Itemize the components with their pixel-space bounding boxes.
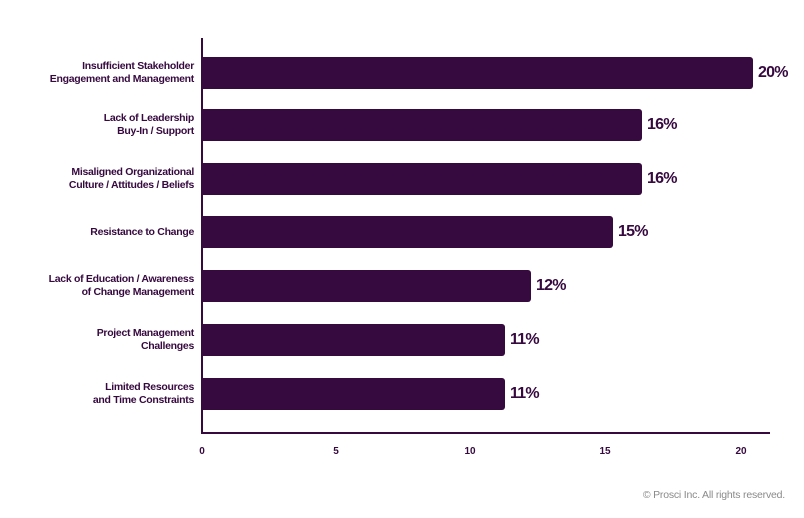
x-axis-line [201, 432, 770, 434]
bar [203, 324, 505, 356]
bar [203, 378, 505, 410]
bar [203, 216, 613, 248]
x-tick: 15 [599, 446, 611, 457]
value-label: 16% [647, 170, 677, 187]
bar-row: Misaligned Organizational Culture / Atti… [0, 163, 804, 195]
value-label: 15% [618, 223, 648, 240]
category-label: Lack of Education / Awareness of Change … [48, 273, 195, 298]
bar-row: Lack of Education / Awareness of Change … [0, 270, 804, 302]
bar-row: Insufficient Stakeholder Engagement and … [0, 57, 804, 89]
bar-row: Limited Resources and Time Constraints 1… [0, 378, 804, 410]
category-label: Project Management Challenges [96, 327, 195, 352]
y-axis-line [201, 38, 203, 434]
bar-row: Resistance to Change 15% [0, 216, 804, 248]
x-tick: 0 [199, 446, 205, 457]
bar [203, 163, 642, 195]
value-label: 11% [510, 331, 540, 348]
value-label: 12% [536, 277, 566, 294]
bar-row: Project Management Challenges 11% [0, 324, 804, 356]
category-label: Limited Resources and Time Constraints [92, 381, 194, 406]
category-label: Insufficient Stakeholder Engagement and … [49, 60, 195, 85]
bar [203, 109, 642, 141]
copyright-notice: © Prosci Inc. All rights reserved. [642, 489, 785, 501]
bar [203, 270, 531, 302]
bar [203, 57, 753, 89]
category-label: Resistance to Change [90, 225, 194, 238]
x-tick: 10 [464, 446, 476, 457]
bar-row: Lack of Leadership Buy-In / Support 16% [0, 109, 804, 141]
value-label: 11% [510, 385, 540, 402]
value-label: 20% [758, 64, 788, 81]
category-label: Misaligned Organizational Culture / Atti… [68, 166, 194, 191]
x-tick: 5 [333, 446, 339, 457]
x-tick: 20 [735, 446, 747, 457]
value-label: 16% [647, 116, 677, 133]
category-label: Lack of Leadership Buy-In / Support [103, 112, 195, 137]
